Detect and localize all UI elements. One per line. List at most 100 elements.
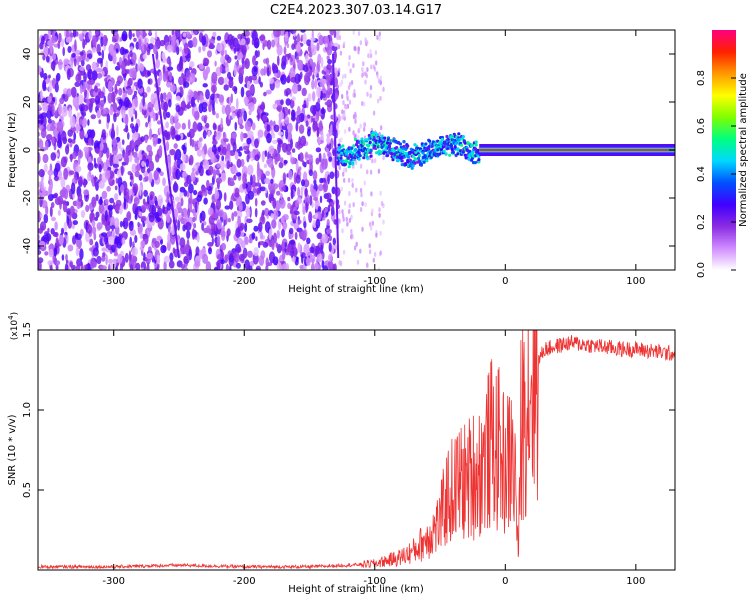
- heatmap-cell: [339, 50, 343, 56]
- heatmap-cell: [207, 130, 211, 138]
- heatmap-cell: [211, 140, 218, 145]
- heatmap-cell: [134, 144, 139, 152]
- heatmap-cell: [380, 201, 384, 206]
- heatmap-cell: [207, 207, 214, 216]
- heatmap-cell: [189, 191, 193, 204]
- heatmap-cell: [343, 112, 346, 118]
- heatmap-cell: [254, 154, 260, 162]
- heatmap-cell: [247, 250, 253, 258]
- heatmap-cell: [268, 120, 274, 127]
- heatmap-cell: [208, 247, 212, 255]
- heatmap-cell: [340, 79, 344, 85]
- heatmap-cell: [366, 40, 369, 45]
- heatmap-cell: [264, 150, 268, 158]
- heatmap-cell: [326, 55, 330, 61]
- heatmap-cell: [297, 186, 301, 198]
- heatmap-cell: [413, 161, 417, 165]
- heatmap-cell: [91, 196, 97, 208]
- heatmap-cell: [194, 260, 201, 268]
- heatmap-cell: [320, 108, 326, 115]
- heatmap-cell: [371, 158, 374, 164]
- heatmap-cell: [163, 260, 167, 270]
- heatmap-cell: [47, 227, 50, 234]
- heatmap-cell: [140, 204, 147, 211]
- heatmap-cell: [173, 143, 178, 149]
- heatmap-cell: [38, 104, 42, 110]
- heatmap-cell: [365, 153, 369, 157]
- heatmap-cell: [427, 147, 431, 151]
- heatmap-cell: [279, 198, 286, 209]
- heatmap-cell: [295, 121, 299, 132]
- heatmap-cell: [312, 170, 318, 181]
- heatmap-cell: [270, 213, 275, 219]
- heatmap-cell: [242, 172, 247, 184]
- heatmap-cell: [448, 153, 452, 157]
- heatmap-cell: [119, 46, 125, 56]
- heatmap-cell: [295, 199, 299, 208]
- heatmap-cell: [372, 110, 376, 116]
- heatmap-cell: [102, 252, 106, 257]
- heatmap-cell: [53, 175, 60, 181]
- heatmap-cell: [296, 105, 301, 116]
- heatmap-cell: [328, 253, 333, 262]
- heatmap-cell: [237, 215, 242, 227]
- heatmap-cell: [147, 78, 151, 85]
- heatmap-cell: [95, 30, 99, 36]
- heatmap-cell: [215, 177, 222, 184]
- heatmap-cell: [266, 133, 272, 144]
- heatmap-cell: [45, 140, 49, 151]
- heatmap-cell: [290, 189, 294, 200]
- heatmap-cell: [94, 161, 97, 168]
- heatmap-cell: [348, 217, 352, 223]
- heatmap-cell: [207, 149, 212, 157]
- heatmap-cell: [89, 202, 93, 209]
- heatmap-cell: [48, 244, 54, 249]
- heatmap-cell: [215, 168, 220, 176]
- heatmap-cell: [281, 55, 287, 66]
- heatmap-cell: [45, 55, 50, 63]
- heatmap-cell: [316, 232, 323, 240]
- heatmap-cell: [243, 145, 250, 150]
- heatmap-cell: [357, 157, 361, 161]
- heatmap-cell: [179, 237, 186, 248]
- heatmap-cell: [99, 142, 104, 151]
- heatmap-cell: [378, 131, 381, 137]
- heatmap-cell: [235, 172, 242, 177]
- heatmap-cell: [322, 79, 327, 84]
- heatmap-cell: [347, 165, 351, 169]
- heatmap-cell: [134, 96, 138, 107]
- heatmap-cell: [347, 61, 351, 67]
- heatmap-cell: [272, 256, 279, 266]
- heatmap-cell: [282, 172, 287, 183]
- heatmap-cell: [107, 204, 114, 211]
- heatmap-cell: [148, 43, 154, 50]
- heatmap-cell: [180, 264, 186, 269]
- heatmap-cell: [289, 67, 296, 79]
- heatmap-cell: [90, 257, 96, 270]
- y-tick-label: -20: [22, 190, 33, 206]
- heatmap-cell: [276, 230, 280, 239]
- heatmap-cell: [113, 201, 116, 210]
- heatmap-cell: [38, 119, 44, 124]
- heatmap-cell: [223, 192, 227, 202]
- heatmap-cell: [129, 172, 134, 180]
- heatmap-cell: [285, 186, 289, 192]
- colorbar-label: Normalized spectral amplitude: [738, 73, 749, 227]
- heatmap-cell: [121, 30, 128, 42]
- heatmap-cell: [53, 126, 59, 138]
- heatmap-cell: [167, 66, 174, 71]
- heatmap-cell: [401, 150, 405, 154]
- heatmap-cell: [72, 220, 78, 226]
- heatmap-cell: [58, 234, 64, 245]
- heatmap-cell: [348, 162, 352, 166]
- heatmap-cell: [294, 246, 297, 258]
- heatmap-cell: [296, 114, 301, 124]
- heatmap-cell: [371, 220, 374, 226]
- heatmap-cell: [193, 222, 197, 229]
- heatmap-cell: [263, 163, 268, 168]
- heatmap-cell: [357, 127, 361, 133]
- heatmap-cell: [367, 133, 371, 138]
- heatmap-cell: [278, 161, 284, 169]
- heatmap-cell: [150, 36, 155, 45]
